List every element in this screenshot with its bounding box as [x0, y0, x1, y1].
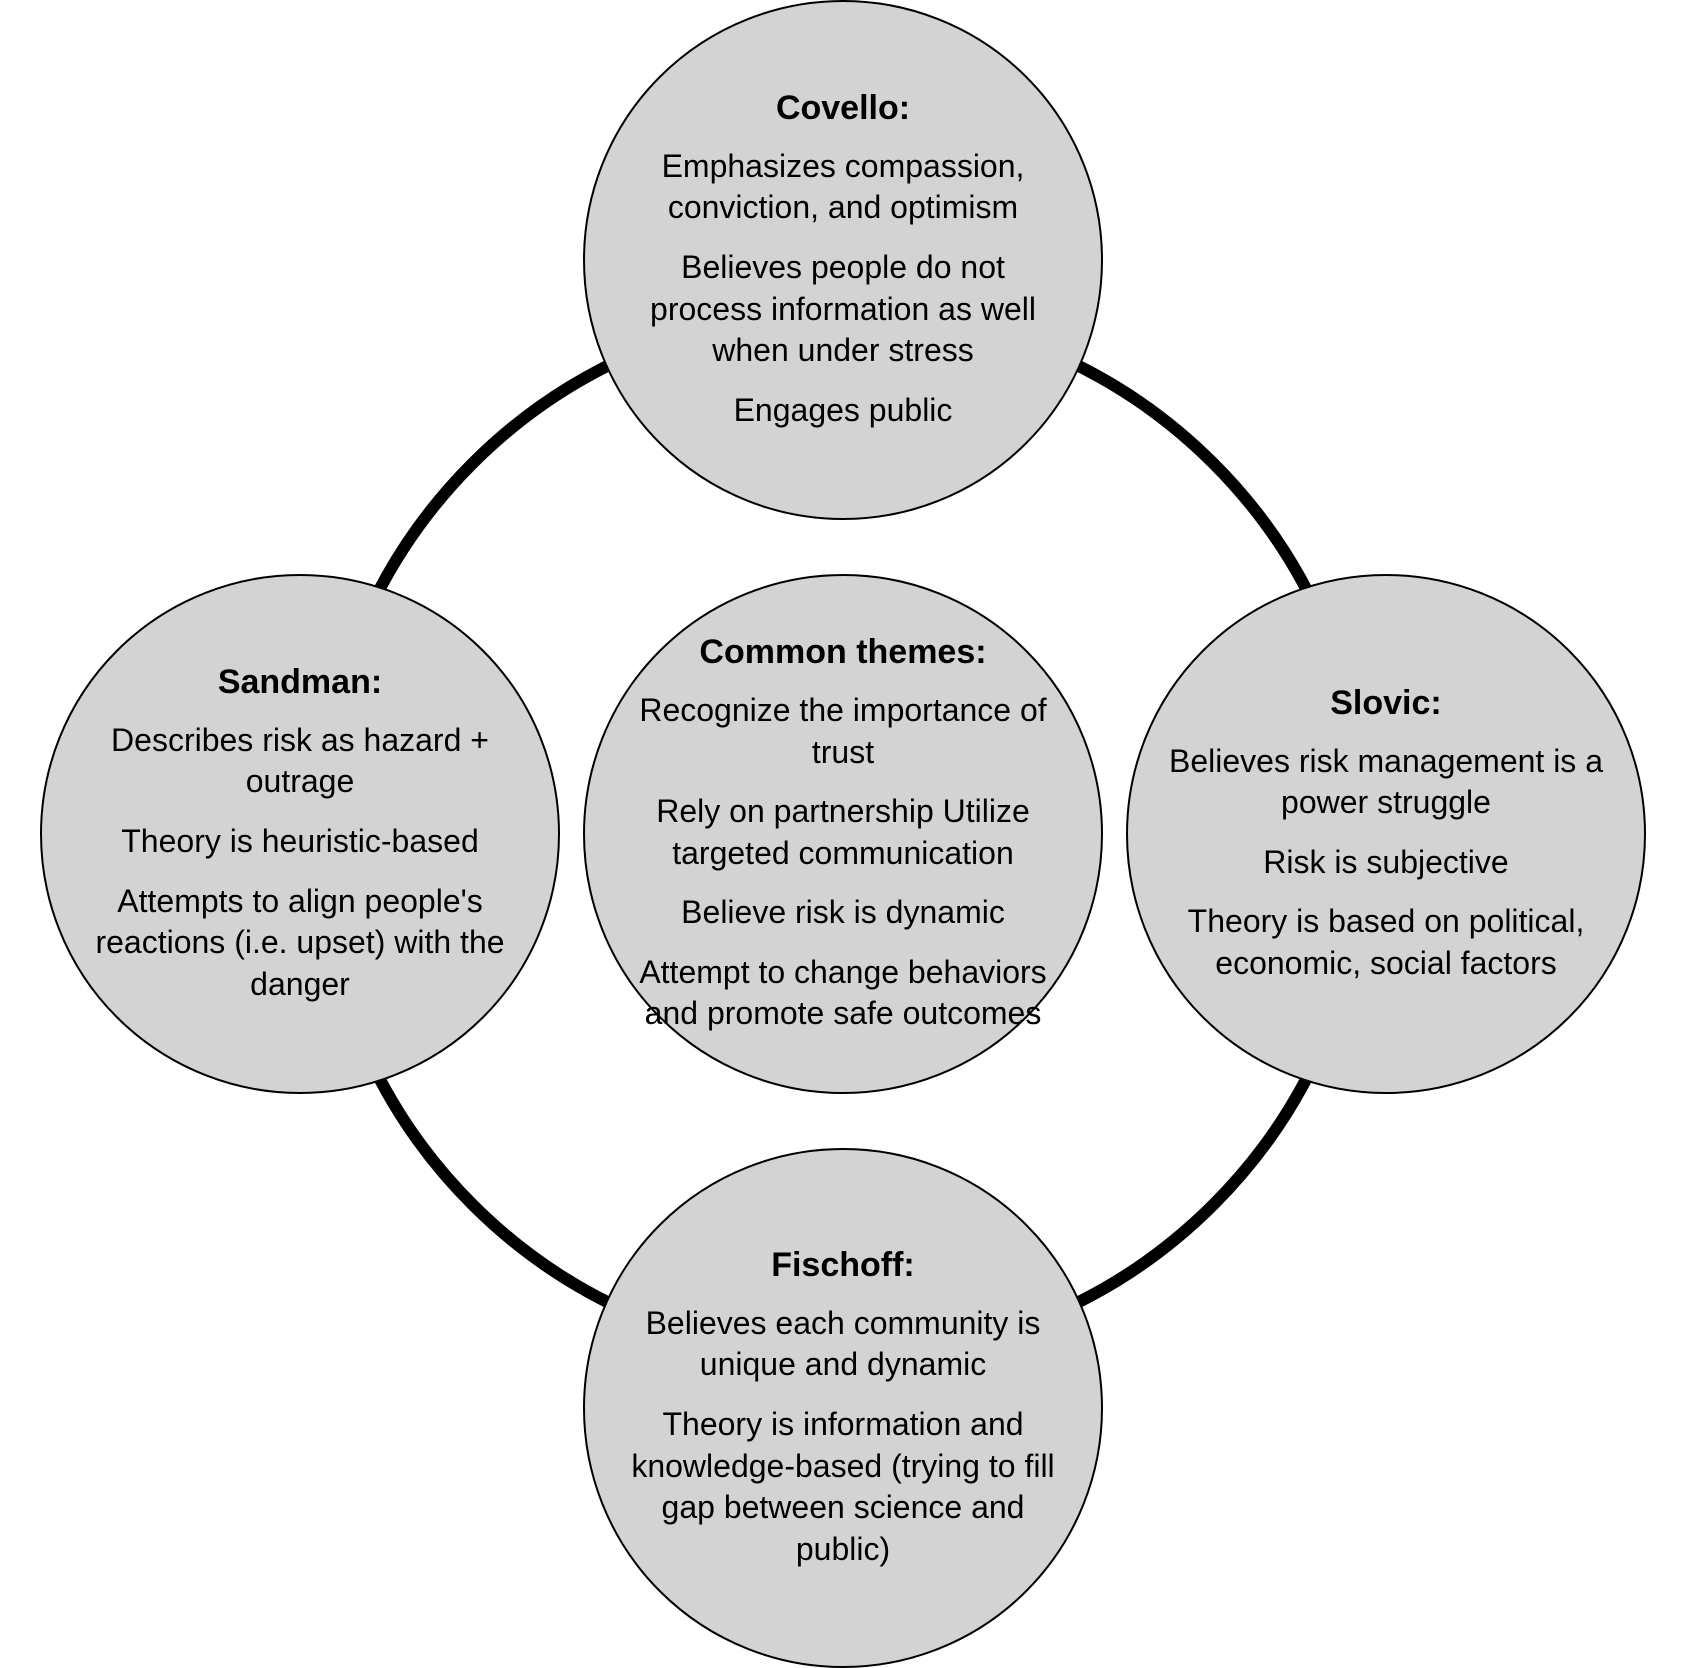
node-slovic: Slovic: Believes risk management is a po… — [1126, 574, 1646, 1094]
node-common-line-4: Attempt to change behaviors and promote … — [625, 952, 1061, 1035]
node-slovic-title: Slovic: — [1330, 684, 1441, 723]
node-fischoff: Fischoff: Believes each community is uni… — [583, 1148, 1103, 1668]
node-covello-line-3: Engages public — [734, 390, 953, 432]
node-fischoff-title: Fischoff: — [771, 1246, 915, 1285]
node-covello-line-1: Emphasizes compassion, conviction, and o… — [625, 146, 1061, 229]
node-fischoff-line-1: Believes each community is unique and dy… — [625, 1303, 1061, 1386]
node-common-title: Common themes: — [699, 633, 986, 672]
node-covello-line-2: Believes people do not process informati… — [625, 247, 1061, 372]
node-sandman-title: Sandman: — [218, 663, 382, 702]
node-sandman-line-1: Describes risk as hazard + outrage — [82, 720, 518, 803]
node-sandman-line-2: Theory is heuristic-based — [121, 821, 478, 863]
node-covello-title: Covello: — [776, 89, 910, 128]
node-common-themes: Common themes: Recognize the importance … — [583, 574, 1103, 1094]
node-common-line-1: Recognize the importance of trust — [625, 690, 1061, 773]
node-slovic-line-1: Believes risk management is a power stru… — [1168, 741, 1604, 824]
node-slovic-line-3: Theory is based on political, economic, … — [1168, 901, 1604, 984]
node-common-line-3: Believe risk is dynamic — [681, 892, 1005, 934]
node-sandman: Sandman: Describes risk as hazard + outr… — [40, 574, 560, 1094]
node-sandman-line-3: Attempts to align people's reactions (i.… — [82, 881, 518, 1006]
node-slovic-line-2: Risk is subjective — [1263, 842, 1508, 884]
node-covello: Covello: Emphasizes compassion, convicti… — [583, 0, 1103, 520]
node-common-line-2: Rely on partnership Utilize targeted com… — [625, 791, 1061, 874]
node-fischoff-line-2: Theory is information and knowledge-base… — [625, 1404, 1061, 1570]
risk-communication-diagram: Covello: Emphasizes compassion, convicti… — [0, 0, 1686, 1668]
